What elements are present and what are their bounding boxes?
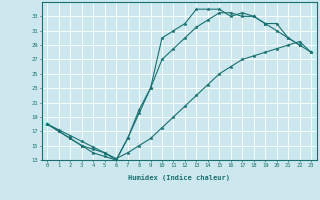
X-axis label: Humidex (Indice chaleur): Humidex (Indice chaleur) xyxy=(128,174,230,181)
